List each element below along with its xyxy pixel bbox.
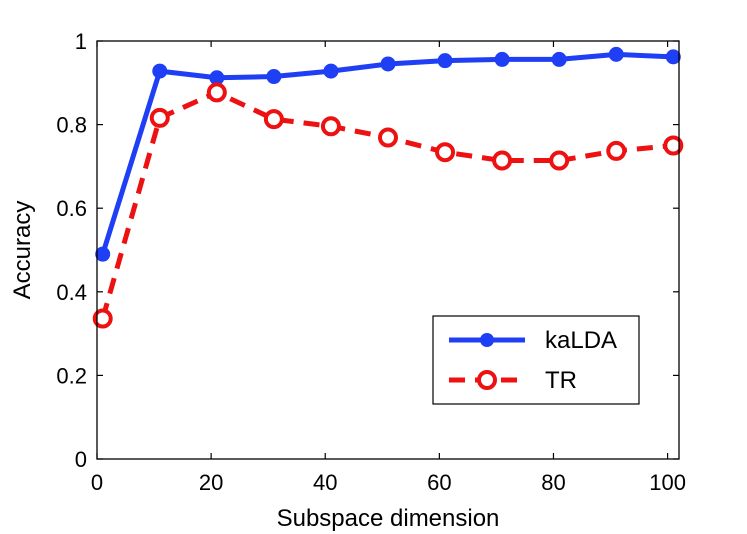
x-tick-label: 20 — [199, 470, 223, 495]
y-tick-label: 0.4 — [56, 280, 87, 305]
legend: kaLDA TR — [432, 315, 640, 405]
x-tick-label: 60 — [427, 470, 451, 495]
axes-box — [96, 40, 680, 460]
y-tick-label: 0.6 — [56, 196, 87, 221]
data-point-kalda — [551, 51, 567, 67]
x-tick-label: 100 — [649, 470, 686, 495]
x-axis-label: Subspace dimension — [277, 505, 500, 532]
data-point-kalda — [437, 53, 453, 69]
data-point-tr — [549, 150, 570, 171]
y-tick-label: 1 — [75, 29, 87, 54]
data-point-tr — [378, 127, 398, 148]
data-point-kalda — [95, 246, 111, 262]
legend-box — [432, 315, 640, 405]
axis-ticks — [96, 40, 679, 460]
legend-entries: kaLDA TR — [449, 327, 617, 394]
legend-label-kalda: kaLDA — [545, 327, 617, 354]
data-point-kalda — [665, 49, 681, 65]
data-point-tr — [206, 82, 227, 103]
y-tick-label: 0 — [75, 447, 87, 472]
data-point-tr — [320, 116, 341, 137]
data-point-kalda — [380, 56, 396, 72]
data-point-tr — [92, 308, 113, 329]
y-tick-label: 0.8 — [56, 113, 87, 138]
data-point-tr — [606, 140, 627, 161]
y-tick-label: 0.2 — [56, 363, 87, 388]
data-point-kalda — [323, 63, 339, 79]
data-point-kalda — [266, 69, 282, 85]
plot-marks — [92, 46, 684, 329]
legend-marker-kalda — [480, 333, 494, 347]
y-axis-label: Accuracy — [9, 201, 36, 300]
data-point-tr — [263, 109, 284, 130]
x-tick-label: 0 — [91, 470, 103, 495]
x-tick-label: 80 — [541, 470, 565, 495]
tick-labels: 0 20 40 60 80 100 0 0.2 0.4 0.6 0.8 1 — [56, 29, 686, 495]
legend-label-tr: TR — [545, 367, 577, 394]
legend-marker-tr — [477, 370, 497, 390]
data-point-kalda — [608, 46, 624, 62]
data-point-tr — [492, 150, 513, 171]
data-point-kalda — [152, 63, 168, 79]
series-line-tr — [100, 89, 674, 320]
data-point-tr — [435, 142, 456, 163]
x-tick-label: 40 — [313, 470, 337, 495]
data-point-tr — [149, 107, 170, 128]
data-point-kalda — [494, 51, 510, 67]
data-point-tr — [663, 135, 684, 156]
